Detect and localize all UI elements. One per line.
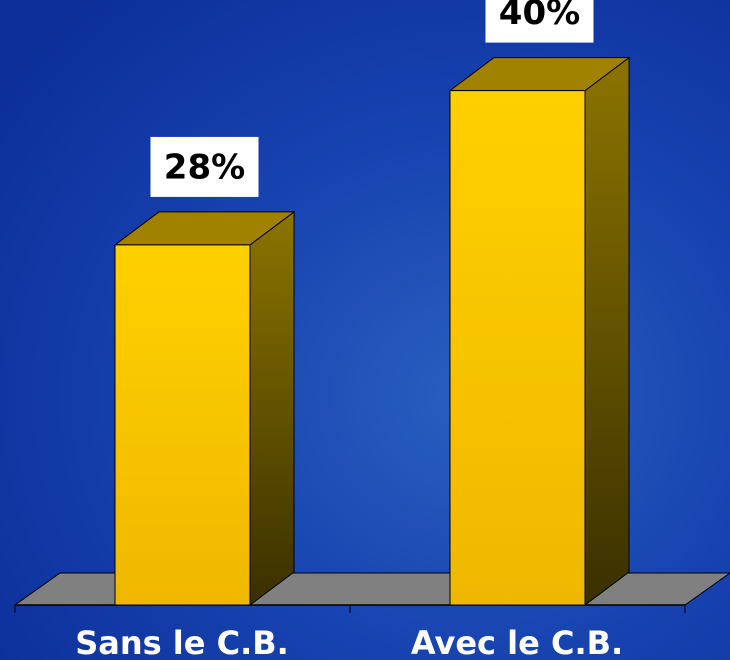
- value-label-box: [150, 136, 259, 197]
- value-label-box: [485, 0, 594, 43]
- value-label: 28%: [164, 147, 245, 187]
- bars: 28% Sans le C.B. 40% Avec le C.B.: [75, 0, 631, 660]
- bar: [449, 90, 586, 606]
- x-tick-label: Sans le C.B.: [75, 624, 289, 660]
- x-tick-label: Avec le C.B.: [411, 624, 623, 660]
- bar-side: [584, 56, 630, 606]
- bar-side: [249, 210, 295, 606]
- value-label: 40%: [499, 0, 580, 33]
- bar: [114, 244, 251, 606]
